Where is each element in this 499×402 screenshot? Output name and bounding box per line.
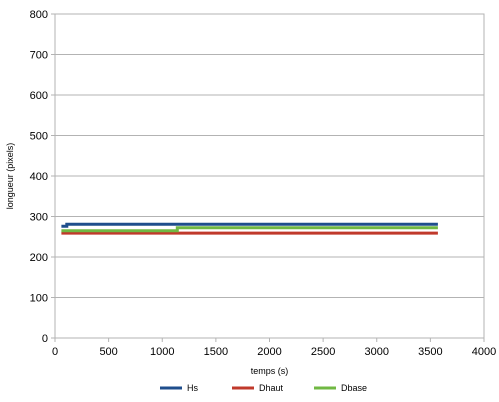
x-tick-label: 0 xyxy=(52,346,58,358)
series-line-dbase xyxy=(61,226,438,233)
x-tick-label: 500 xyxy=(99,346,117,358)
y-tick-label: 700 xyxy=(30,50,48,62)
x-tick-label: 2500 xyxy=(311,346,335,358)
x-tick-label: 1500 xyxy=(204,346,228,358)
legend: Hs Dhaut Dbase xyxy=(160,383,367,393)
series-lines xyxy=(61,222,438,235)
tick-labels: 0 100 200 300 400 500 600 700 800 0 500 1000 1500 200… xyxy=(30,9,497,358)
y-axis-title: longueur (pixels) xyxy=(5,143,15,210)
y-tick-label: 0 xyxy=(42,333,48,345)
y-tick-label: 300 xyxy=(30,212,48,224)
x-tick-label: 1000 xyxy=(150,346,174,358)
y-tick-label: 800 xyxy=(30,9,48,21)
y-tick-label: 500 xyxy=(30,131,48,143)
x-axis-title: temps (s) xyxy=(251,366,289,376)
x-tick-label: 3000 xyxy=(365,346,389,358)
y-tick-label: 600 xyxy=(30,90,48,102)
gridlines xyxy=(55,13,484,339)
x-tick-label: 3500 xyxy=(418,346,442,358)
x-tick-label: 2000 xyxy=(257,346,281,358)
y-tick-label: 100 xyxy=(30,293,48,305)
plot-frame xyxy=(54,13,485,339)
y-tick-label: 400 xyxy=(30,171,48,183)
axes xyxy=(51,13,485,342)
x-tick-label: 4000 xyxy=(472,346,496,358)
y-tick-label: 200 xyxy=(30,252,48,264)
legend-label-hs: Hs xyxy=(187,383,198,393)
legend-label-dhaut: Dhaut xyxy=(259,383,284,393)
series-line-hs xyxy=(61,222,438,228)
legend-label-dbase: Dbase xyxy=(341,383,367,393)
